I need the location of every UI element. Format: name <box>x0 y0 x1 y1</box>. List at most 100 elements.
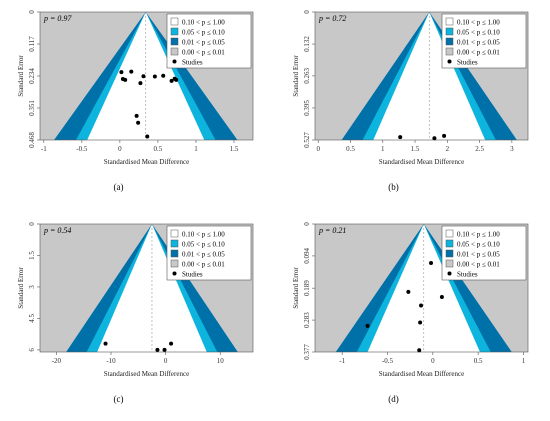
legend: 0.10 < p ≤ 1.00 0.05 < p ≤ 0.10 0.01 < p ≤… <box>441 13 527 69</box>
x-axis-title: Standardised Mean Difference <box>379 370 464 378</box>
y-axis-title: Standard Error <box>292 55 300 97</box>
study-point <box>141 74 146 79</box>
x-tick-label: 2 <box>446 145 450 153</box>
legend: 0.10 < p ≤ 1.00 0.05 < p ≤ 0.10 0.01 < p ≤… <box>166 13 252 69</box>
legend-swatch-010-100 <box>445 17 454 26</box>
x-tick-label: 0.5 <box>154 145 163 153</box>
legend-box <box>441 13 527 69</box>
x-tick-label: -0.5 <box>76 145 88 153</box>
study-point <box>406 289 411 294</box>
legend-label: Studies <box>457 59 478 67</box>
legend-swatch-005-010 <box>445 27 454 36</box>
study-point <box>123 77 128 82</box>
study-point <box>398 135 403 140</box>
legend-swatch-005-010 <box>170 27 179 36</box>
legend-swatch-001-005 <box>445 37 454 46</box>
legend-label: 0.10 < p ≤ 1.00 <box>182 19 225 27</box>
legend-label: 0.00 < p ≤ 0.01 <box>457 261 500 269</box>
study-point <box>145 134 150 139</box>
study-point <box>439 294 444 299</box>
study-point <box>152 74 157 79</box>
x-tick-label: 10 <box>217 357 225 365</box>
y-tick-label: 0 <box>28 10 36 14</box>
study-point <box>419 303 424 308</box>
legend-swatch-000-001 <box>170 47 179 56</box>
x-tick-label: -0.5 <box>382 357 394 365</box>
y-tick-label: 0 <box>28 222 36 226</box>
y-axis-title: Standard Error <box>17 267 25 309</box>
x-axis-title: Standardised Mean Difference <box>379 158 464 166</box>
legend-label: Studies <box>457 271 478 279</box>
legend-swatch-010-100 <box>170 17 179 26</box>
y-tick-label: 0 <box>303 10 311 14</box>
y-tick-label: 0.377 <box>303 344 311 360</box>
x-tick-label: 1 <box>194 145 198 153</box>
y-tick-label: 6 <box>28 348 36 352</box>
funnel-panel-3: -20 -10 0 10 0 1.5 3 4.5 6 Standardised Mean Diff… <box>17 222 254 404</box>
study-point <box>169 341 174 346</box>
legend-swatch-000-001 <box>170 259 179 268</box>
legend-studies-marker <box>172 59 177 64</box>
x-tick-label: 2.5 <box>475 145 484 153</box>
x-tick-label: 0 <box>431 357 435 365</box>
legend: 0.10 < p ≤ 1.00 0.05 < p ≤ 0.10 0.01 < p ≤… <box>166 225 252 281</box>
legend-label: 0.05 < p ≤ 0.10 <box>182 29 225 37</box>
legend-box <box>166 225 252 281</box>
legend-studies-marker <box>172 271 177 276</box>
study-point <box>174 77 179 82</box>
x-tick-label: 0 <box>316 145 320 153</box>
study-point <box>119 70 124 75</box>
x-tick-label: 1.5 <box>230 145 239 153</box>
legend: 0.10 < p ≤ 1.00 0.05 < p ≤ 0.10 0.01 < p ≤… <box>441 225 527 281</box>
x-tick-label: 0 <box>118 145 122 153</box>
study-point <box>365 323 370 328</box>
plot-frame <box>39 223 254 353</box>
legend-swatch-005-010 <box>170 239 179 248</box>
p-value-label: p = 0.21 <box>318 226 346 235</box>
legend-swatch-001-005 <box>170 37 179 46</box>
x-axis-title: Standardised Mean Difference <box>104 158 189 166</box>
p-value-label: p = 0.54 <box>43 226 71 235</box>
study-point <box>138 81 143 86</box>
study-point <box>417 348 422 353</box>
legend-label: 0.01 < p ≤ 0.05 <box>457 251 500 259</box>
y-tick-label: 0.395 <box>303 100 311 116</box>
y-tick-label: 0.132 <box>303 36 311 52</box>
legend-label: 0.01 < p ≤ 0.05 <box>182 39 225 47</box>
y-axis-title: Standard Error <box>17 55 25 97</box>
study-point <box>429 261 434 266</box>
x-tick-label: -1 <box>339 357 345 365</box>
x-tick-label: 0.5 <box>346 145 355 153</box>
y-tick-label: 1.5 <box>28 251 36 260</box>
legend-label: 0.00 < p ≤ 0.01 <box>457 49 500 57</box>
x-tick-label: -20 <box>52 357 62 365</box>
legend-studies-marker <box>447 271 452 276</box>
panel-label: (b) <box>388 182 399 192</box>
funnel-panel-4: -1 -0.5 0 0.5 1 0 0.094 0.189 0.283 0.377 Standard… <box>292 222 529 404</box>
study-point <box>162 347 167 352</box>
p-value-label: p = 0.97 <box>43 14 72 23</box>
y-tick-label: 0.117 <box>28 36 36 52</box>
x-tick-label: -10 <box>106 357 116 365</box>
y-tick-label: 0.351 <box>28 100 36 116</box>
funnel-panel-2: 0 0.5 1 1.5 2 2.5 3 0 0.132 0.263 0.395 0.527 Standa… <box>292 10 529 192</box>
study-point <box>129 69 134 74</box>
study-point <box>155 347 160 352</box>
legend-swatch-010-100 <box>445 229 454 238</box>
legend-label: 0.00 < p ≤ 0.01 <box>182 261 225 269</box>
y-tick-label: 0.234 <box>28 68 36 84</box>
y-tick-label: 0.263 <box>303 68 311 84</box>
p-value-label: p = 0.72 <box>318 14 346 23</box>
legend-label: 0.05 < p ≤ 0.10 <box>182 241 225 249</box>
legend-label: 0.10 < p ≤ 1.00 <box>182 231 225 239</box>
y-tick-label: 0.527 <box>303 132 311 148</box>
x-tick-label: -1 <box>41 145 47 153</box>
study-point <box>418 320 423 325</box>
y-tick-label: 0.189 <box>303 280 311 296</box>
x-tick-label: 1 <box>381 145 385 153</box>
study-point <box>432 136 437 141</box>
legend-label: Studies <box>182 59 203 67</box>
legend-swatch-005-010 <box>445 239 454 248</box>
study-point <box>442 133 447 138</box>
